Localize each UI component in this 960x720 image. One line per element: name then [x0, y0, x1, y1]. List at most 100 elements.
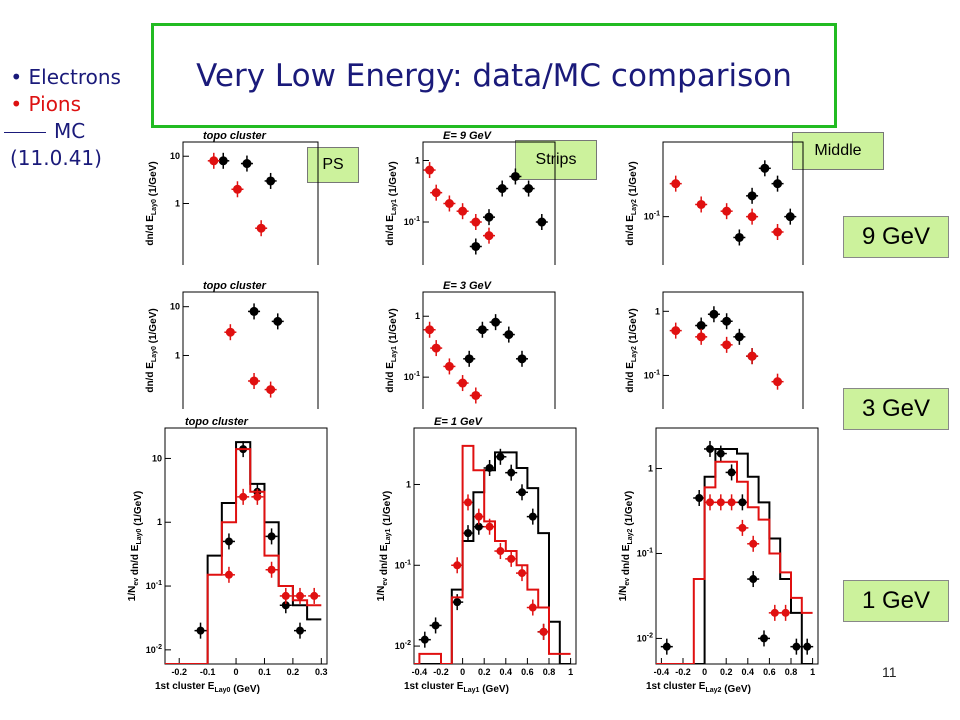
electron-data-point: [695, 493, 704, 502]
y-tick-label: 10: [170, 151, 180, 161]
y-tick-label: 1: [415, 156, 420, 166]
pion-data-point: [496, 547, 505, 556]
x-axis-label: 1st cluster ELay0 (GeV): [155, 681, 260, 695]
legend-mc-label: MC: [54, 119, 86, 143]
pion-data-point: [296, 591, 304, 600]
pion-data-point: [267, 565, 276, 574]
y-tick-label: 1: [415, 311, 420, 321]
electron-data-point: [517, 354, 527, 364]
pion-data-point: [484, 231, 494, 241]
mc-pions-histogram: [414, 444, 571, 664]
pion-data-point: [722, 340, 732, 350]
plot-frame: [422, 291, 556, 409]
pion-data-point: [310, 591, 319, 600]
plot-frame: [662, 291, 804, 409]
electron-data-point: [734, 232, 744, 242]
pion-data-point: [747, 212, 757, 222]
mc-line-icon: [4, 132, 46, 133]
pion-data-point: [444, 199, 454, 208]
plot-frame: [164, 427, 328, 665]
pion-data-point: [671, 326, 681, 336]
electron-data-point: [474, 522, 483, 531]
pion-data-point: [232, 184, 242, 194]
plot-area: [669, 160, 797, 246]
pion-data-point: [696, 199, 706, 209]
plot-area: [414, 444, 571, 664]
plot-area: [207, 152, 277, 237]
legend-pions-label: Pions: [28, 92, 82, 116]
mc-electrons-histogram: [656, 447, 813, 664]
plot-area: [423, 314, 528, 404]
plot-strips-9gev: E= 9 GeV dn/d ELay1 (1/GeV) 1 10-1: [385, 130, 556, 265]
pion-data-point: [209, 156, 219, 166]
pion-data-point: [747, 351, 757, 361]
electron-data-point: [296, 626, 304, 635]
y-axis-label: dn/d ELay1 (1/GeV): [385, 161, 399, 245]
y-axis-label: dn/d ELay0 (1/GeV): [145, 161, 159, 245]
pion-data-point: [749, 539, 758, 548]
electron-data-point: [484, 212, 494, 222]
x-tick-label: 0: [702, 667, 707, 677]
plot-title: E= 1 GeV: [434, 416, 484, 428]
pion-data-point: [770, 608, 779, 617]
electron-data-point: [792, 642, 801, 651]
pion-data-point: [518, 569, 526, 578]
electron-data-point: [662, 642, 671, 651]
title-box: Very Low Energy: data/MC comparison: [151, 23, 837, 128]
pion-data-point: [249, 376, 259, 386]
x-tick-label: 0: [234, 667, 239, 677]
pion-data-point: [722, 206, 732, 216]
y-tick-label: 10-1: [637, 547, 653, 558]
x-axis-label: 1st cluster ELay1 (GeV): [404, 681, 509, 695]
x-axis-label: 1st cluster ELay2 (GeV): [646, 681, 751, 695]
y-tick-label: 10-1: [404, 216, 420, 227]
electron-data-point: [266, 176, 276, 186]
y-axis-label: 1/Nev dn/d ELay1 (1/GeV): [376, 491, 393, 601]
electron-data-point: [760, 163, 770, 173]
legend: • Electrons • Pions MC (11.0.41): [4, 64, 121, 172]
pion-data-point: [471, 217, 481, 227]
x-tick-label: 0: [460, 667, 465, 677]
pion-data-point: [671, 179, 681, 189]
x-tick-label: -0.4: [654, 667, 670, 677]
plot-area: [165, 441, 322, 664]
pion-data-point: [425, 325, 435, 335]
y-axis-label: dn/d ELay0 (1/GeV): [145, 308, 159, 392]
plot-title: E= 3 GeV: [443, 280, 493, 292]
electron-data-point: [524, 184, 534, 194]
y-tick-label: 10-1: [395, 559, 411, 570]
electron-data-point: [420, 635, 429, 644]
electron-data-point: [803, 642, 812, 651]
energy-label-3gev: 3 GeV: [843, 388, 949, 430]
energy-label-1gev: 1 GeV: [843, 580, 949, 622]
electron-data-point: [281, 601, 290, 610]
plot-middle-1gev: 1/Nev dn/d ELay2 (1/GeV) 1 10-1 10-2 -0.4 -0.…: [618, 427, 819, 695]
y-axis-label: dn/d ELay2 (1/GeV): [625, 308, 639, 392]
electron-data-point: [510, 171, 520, 181]
pion-data-point: [474, 512, 483, 521]
plot-frame: [662, 141, 804, 265]
electron-data-point: [696, 321, 706, 331]
electron-data-point: [749, 575, 758, 584]
x-tick-label: -0.2: [433, 667, 449, 677]
y-tick-label: 10-1: [644, 211, 660, 222]
y-axis-label: 1/Nev dn/d ELay2 (1/GeV): [618, 491, 635, 601]
electron-data-point: [716, 449, 725, 458]
electron-data-point: [773, 179, 783, 189]
pion-data-point: [781, 608, 790, 617]
x-tick-label: -0.2: [171, 667, 187, 677]
plot-middle-3gev: dn/d ELay2 (1/GeV) 1 10-1: [625, 291, 804, 409]
electron-data-point: [267, 532, 276, 541]
x-tick-label: -0.2: [675, 667, 691, 677]
pion-data-point: [225, 327, 235, 337]
electron-data-point: [464, 354, 474, 364]
pion-data-point: [528, 603, 537, 612]
x-tick-label: 0.3: [315, 667, 328, 677]
pion-data-point: [458, 206, 468, 216]
tag-strips: Strips: [515, 140, 597, 180]
y-tick-label: 1: [175, 350, 180, 360]
pion-data-point: [696, 332, 706, 342]
electron-data-point: [471, 241, 481, 251]
tag-ps: PS: [307, 147, 359, 183]
